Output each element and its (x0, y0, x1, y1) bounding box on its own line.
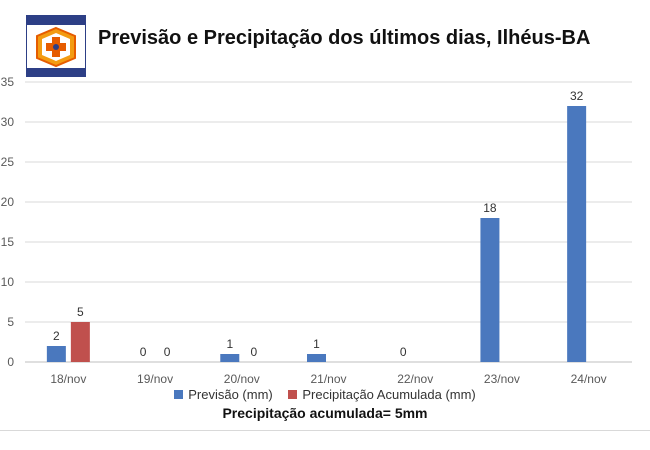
bar-precipitacao (70, 322, 90, 362)
data-label: 18 (483, 201, 497, 215)
legend-swatch-precipitacao (288, 390, 298, 399)
bar-previsao (220, 354, 240, 362)
bars (46, 106, 587, 362)
legend-swatch-previsao (174, 390, 184, 399)
x-axis-ticks: 18/nov 19/nov 20/nov 21/nov 22/nov 23/nov 24/n… (50, 372, 606, 386)
x-tick-label: 20/nov (224, 372, 260, 386)
data-label: 0 (400, 345, 407, 359)
data-label: 0 (250, 345, 257, 359)
data-label: 5 (77, 305, 84, 319)
logo-bottom-band (27, 68, 85, 76)
bar-previsao (480, 218, 500, 362)
gridlines (25, 81, 632, 363)
legend: Previsão (mm) Precipitação Acumulada (mm… (0, 387, 650, 402)
defesa-civil-logo (26, 15, 86, 77)
y-axis-ticks: 0 5 10 15 20 25 30 35 (1, 75, 15, 369)
legend-item-precipitacao: Precipitação Acumulada (mm) (288, 387, 476, 402)
data-label: 0 (140, 345, 147, 359)
data-label: 1 (226, 337, 233, 351)
data-label: 1 (313, 337, 320, 351)
data-labels: 2 5 0 0 1 0 1 0 18 32 (53, 89, 584, 359)
x-tick-label: 21/nov (310, 372, 346, 386)
x-tick-label: 24/nov (571, 372, 607, 386)
y-tick-label: 20 (1, 195, 15, 209)
x-tick-label: 23/nov (484, 372, 520, 386)
defesa-civil-emblem (36, 26, 76, 68)
data-label: 2 (53, 329, 60, 343)
y-tick-label: 10 (1, 275, 15, 289)
chart-title: Previsão e Precipitação dos últimos dias… (98, 27, 591, 49)
data-label: 32 (570, 89, 584, 103)
y-tick-label: 25 (1, 155, 15, 169)
bar-previsao (567, 106, 587, 362)
y-tick-label: 5 (7, 315, 14, 329)
x-tick-label: 19/nov (137, 372, 173, 386)
legend-label-previsao: Previsão (mm) (188, 387, 273, 402)
y-tick-label: 15 (1, 235, 15, 249)
bar-previsao (46, 346, 66, 362)
bar-previsao (307, 354, 326, 362)
y-tick-label: 30 (1, 115, 15, 129)
legend-label-precipitacao: Precipitação Acumulada (mm) (302, 387, 476, 402)
x-tick-label: 18/nov (50, 372, 86, 386)
logo-top-band (27, 16, 85, 25)
data-label: 0 (164, 345, 171, 359)
bottom-divider (0, 430, 650, 431)
legend-item-previsao: Previsão (mm) (174, 387, 273, 402)
y-tick-label: 35 (1, 75, 15, 89)
accumulated-note: Precipitação acumulada= 5mm (222, 405, 428, 421)
x-tick-label: 22/nov (397, 372, 433, 386)
y-tick-label: 0 (7, 355, 14, 369)
